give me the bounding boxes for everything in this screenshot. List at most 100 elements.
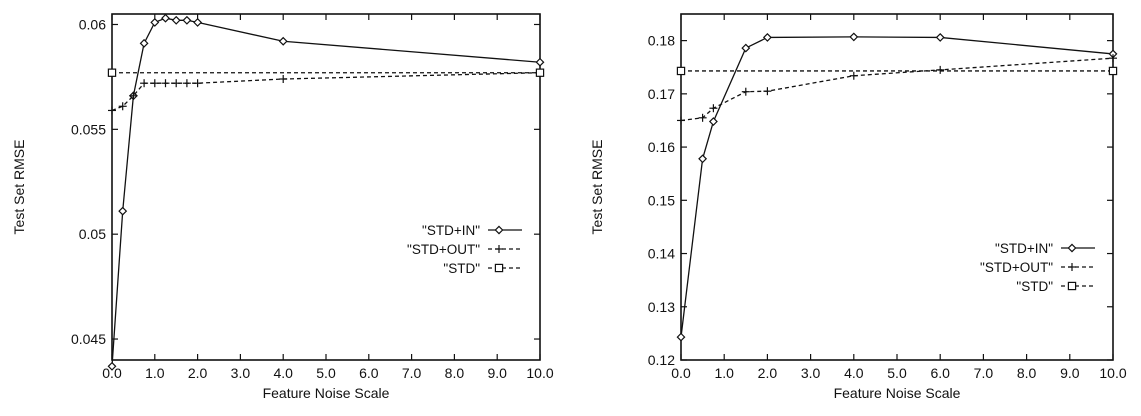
data-point	[279, 75, 288, 84]
data-point	[741, 87, 750, 96]
data-point	[535, 57, 545, 67]
data-point	[140, 79, 149, 88]
chart-panel-1: 0.0 1.0 2.0 3.0 4.0 5.0 6.0 7.0 8.0 9.0 10.0 0.045 0…	[11, 13, 554, 401]
data-point	[150, 17, 160, 27]
x-tick-label: 8.0	[1017, 365, 1037, 381]
y-axis-label: Test Set RMSE	[11, 140, 27, 235]
chart-panel-2: 0.0 1.0 2.0 3.0 4.0 5.0 6.0 7.0 8.0 9.0 10.0 0.12 0.…	[589, 13, 1127, 401]
y-tick-label: 0.18	[648, 33, 675, 49]
data-point	[161, 13, 170, 23]
series-2	[108, 68, 544, 115]
legend-label: "STD+OUT"	[980, 260, 1053, 275]
data-point	[107, 361, 117, 371]
data-point	[107, 68, 117, 77]
x-tick-label: 0.0	[671, 365, 691, 381]
y-tick-label: 0.045	[71, 331, 106, 347]
series-3	[676, 66, 1118, 76]
legend-label: "STD+OUT"	[407, 242, 480, 257]
y-tick-label: 0.17	[648, 86, 675, 102]
legend: "STD+IN" "STD+OUT" "STD"	[407, 223, 522, 276]
series-line	[111, 72, 541, 112]
x-tick-label: 5.0	[316, 365, 336, 381]
x-tick-label: 1.0	[145, 365, 165, 381]
legend: "STD+IN" "STD+OUT" "STD"	[980, 241, 1095, 294]
x-tick-label: 4.0	[273, 365, 293, 381]
data-point	[763, 87, 772, 96]
data-point	[278, 36, 288, 46]
plot-frame	[680, 13, 1114, 361]
y-tick-label: 0.14	[648, 246, 675, 262]
x-tick-label: 2.0	[188, 365, 208, 381]
legend-marker	[494, 263, 504, 273]
legend-marker	[1068, 263, 1076, 271]
data-point	[193, 79, 202, 88]
x-tick-label: 3.0	[801, 365, 821, 381]
x-tick-label: 6.0	[930, 365, 950, 381]
legend-marker	[1067, 243, 1077, 253]
y-axis-label: Test Set RMSE	[589, 140, 605, 235]
data-point	[849, 71, 858, 80]
data-point	[161, 79, 170, 88]
y-tick-label: 0.13	[648, 299, 675, 315]
y-tick-label: 0.12	[648, 352, 675, 368]
y-tick-label: 0.15	[648, 192, 675, 208]
data-point	[708, 117, 718, 126]
data-point	[118, 206, 128, 216]
plot-frame	[111, 13, 541, 361]
data-point	[182, 79, 191, 88]
x-tick-label: 7.0	[974, 365, 994, 381]
y-tick-label: 0.055	[71, 121, 106, 137]
legend-marker	[1067, 281, 1077, 291]
x-axis-label: Feature Noise Scale	[834, 385, 961, 401]
data-point	[182, 15, 192, 25]
series-line	[680, 57, 1114, 122]
data-point	[762, 32, 772, 42]
data-point	[1109, 54, 1117, 63]
series-line	[680, 36, 1114, 338]
data-point	[118, 102, 127, 111]
series-line	[111, 17, 541, 367]
x-tick-label: 10.0	[1099, 365, 1126, 381]
y-tick-label: 0.16	[648, 139, 675, 155]
legend-marker	[494, 225, 504, 235]
x-tick-label: 6.0	[359, 365, 379, 381]
data-point	[676, 66, 686, 76]
legend-label: "STD"	[443, 261, 480, 276]
x-tick-label: 2.0	[758, 365, 778, 381]
legend-label: "STD+IN"	[422, 223, 480, 238]
x-tick-label: 4.0	[844, 365, 864, 381]
data-point	[172, 79, 181, 88]
data-point	[676, 332, 686, 342]
x-tick-label: 3.0	[231, 365, 251, 381]
data-point	[935, 32, 945, 42]
data-point	[108, 106, 116, 115]
x-axis-label: Feature Noise Scale	[263, 385, 390, 401]
data-point	[535, 68, 545, 77]
series-3	[107, 68, 545, 77]
data-point	[171, 15, 181, 25]
data-point	[129, 91, 138, 100]
y-tick-label: 0.05	[79, 226, 106, 242]
y-tick-label: 0.06	[79, 16, 106, 32]
data-point	[698, 113, 707, 122]
data-point	[139, 38, 149, 48]
data-point	[698, 154, 708, 164]
x-tick-label: 9.0	[487, 365, 507, 381]
data-point	[936, 65, 945, 74]
data-point	[1108, 66, 1118, 76]
data-point	[849, 32, 859, 42]
legend-marker	[495, 245, 503, 253]
data-point	[709, 104, 718, 113]
series-1	[676, 32, 1118, 342]
x-tick-label: 0.0	[102, 365, 122, 381]
data-point	[677, 116, 685, 125]
legend-label: "STD"	[1016, 279, 1053, 294]
x-tick-label: 7.0	[402, 365, 422, 381]
legend-label: "STD+IN"	[995, 241, 1053, 256]
data-point	[741, 43, 751, 53]
x-tick-label: 8.0	[445, 365, 465, 381]
x-tick-label: 9.0	[1060, 365, 1080, 381]
data-point	[150, 79, 159, 88]
